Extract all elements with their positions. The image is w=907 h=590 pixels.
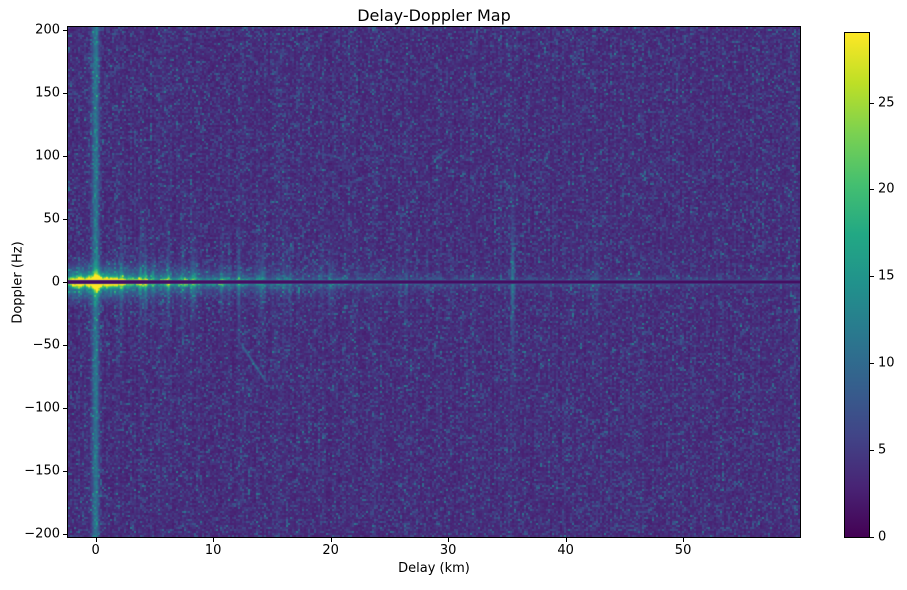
x-tick-label: 10 xyxy=(204,543,222,558)
x-tick-mark xyxy=(330,538,332,542)
colorbar-tick-label: 5 xyxy=(878,442,887,458)
x-tick-label: 30 xyxy=(439,543,457,558)
heatmap-plot-area xyxy=(67,26,801,538)
chart-title: Delay-Doppler Map xyxy=(357,6,511,25)
y-tick-label: 0 xyxy=(51,274,60,290)
y-tick-mark xyxy=(63,471,67,473)
y-tick-mark xyxy=(63,345,67,347)
y-tick-label: 50 xyxy=(43,211,60,227)
colorbar-tick-label: 15 xyxy=(878,268,895,284)
colorbar-tick-label: 10 xyxy=(878,355,895,371)
colorbar-tick-mark xyxy=(870,537,874,538)
colorbar-tick-mark xyxy=(870,276,874,278)
colorbar-tick-label: 25 xyxy=(878,95,895,111)
y-tick-label: −150 xyxy=(24,463,60,479)
colorbar-tick-mark xyxy=(870,363,874,365)
y-tick-label: 150 xyxy=(35,85,60,101)
colorbar-tick-mark xyxy=(870,450,874,452)
y-tick-label: 200 xyxy=(35,22,60,38)
x-tick-label: 50 xyxy=(674,543,692,558)
x-axis-label: Delay (km) xyxy=(398,561,470,576)
x-tick-mark xyxy=(213,538,215,542)
y-tick-mark xyxy=(63,29,67,31)
colorbar xyxy=(844,32,870,538)
x-tick-label: 0 xyxy=(91,543,100,558)
y-tick-mark xyxy=(63,282,67,283)
x-tick-mark xyxy=(95,538,97,542)
colorbar-tick-mark xyxy=(870,102,874,104)
colorbar-tick-label: 20 xyxy=(878,181,895,197)
y-tick-mark xyxy=(63,218,67,220)
y-tick-mark xyxy=(63,408,67,410)
y-tick-mark xyxy=(63,92,67,94)
x-tick-label: 40 xyxy=(557,543,574,558)
heatmap-canvas xyxy=(68,27,800,537)
x-tick-mark xyxy=(565,538,567,542)
colorbar-gradient xyxy=(845,33,869,537)
x-tick-label: 20 xyxy=(322,543,339,558)
y-tick-mark xyxy=(63,155,67,157)
y-tick-label: −200 xyxy=(24,526,60,542)
y-tick-label: −100 xyxy=(24,400,60,416)
y-tick-mark xyxy=(63,534,67,536)
y-axis-label: Doppler (Hz) xyxy=(10,241,26,324)
y-tick-label: 100 xyxy=(35,148,60,164)
x-tick-mark xyxy=(683,538,685,542)
colorbar-tick-label: 0 xyxy=(878,529,887,545)
y-tick-label: −50 xyxy=(32,337,60,353)
x-tick-mark xyxy=(448,538,450,542)
colorbar-tick-mark xyxy=(870,189,874,191)
